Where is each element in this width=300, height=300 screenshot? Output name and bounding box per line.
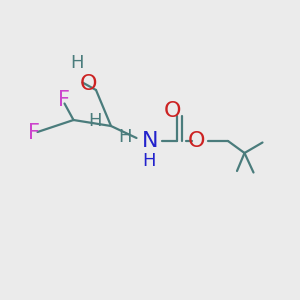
Text: O: O xyxy=(164,101,181,121)
Text: O: O xyxy=(80,74,97,94)
Text: F: F xyxy=(28,124,40,143)
Text: O: O xyxy=(188,131,205,151)
Text: H: H xyxy=(142,152,155,169)
Text: F: F xyxy=(58,91,70,110)
Text: H: H xyxy=(70,54,83,72)
Text: H: H xyxy=(88,112,101,130)
Text: H: H xyxy=(118,128,131,146)
Text: N: N xyxy=(142,131,158,151)
